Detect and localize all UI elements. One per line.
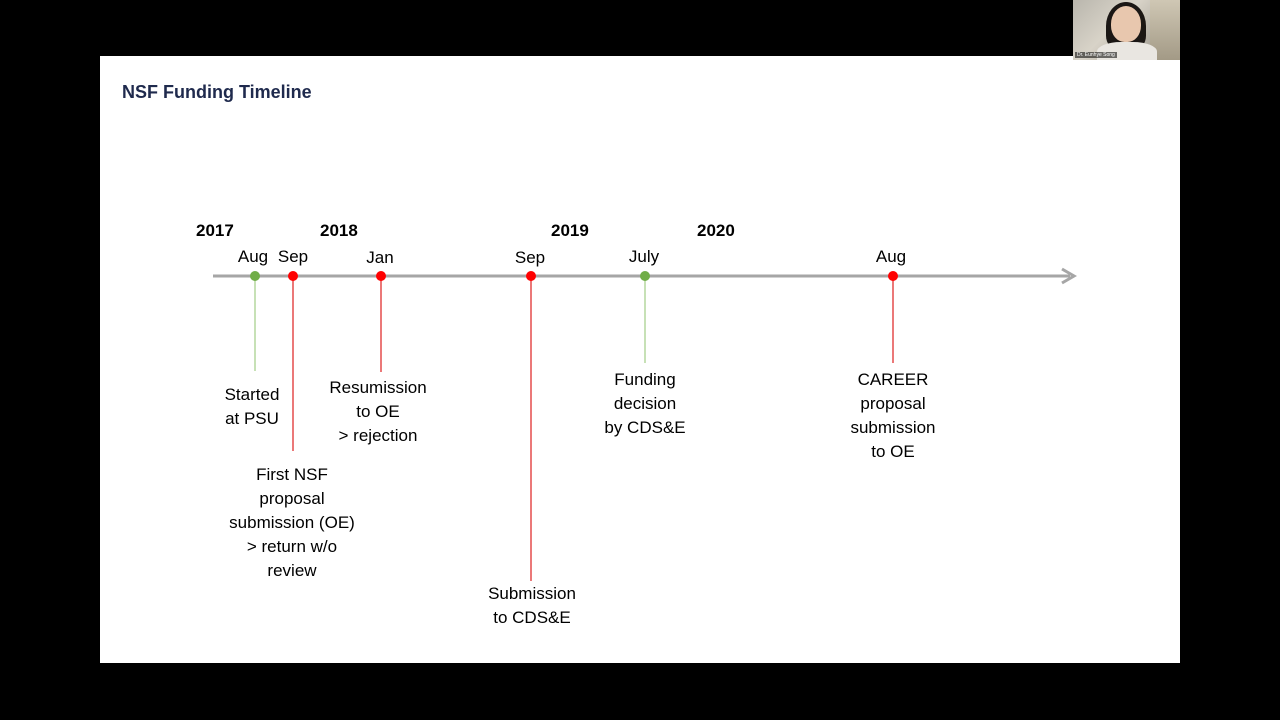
month-label: Sep: [514, 248, 546, 267]
year-label: 2019: [551, 221, 589, 240]
presentation-slide: NSF Funding Timeline 2017 2018 2019 2020…: [100, 56, 1180, 663]
participant-face: [1111, 6, 1141, 42]
timeline-milestone-dot: [640, 271, 650, 281]
year-label: 2020: [697, 221, 735, 240]
event-line: > return w/o: [246, 537, 338, 556]
event-line: proposal: [259, 489, 325, 508]
event-line: to OE: [356, 402, 400, 421]
event-line: Submission: [488, 584, 576, 603]
timeline-milestone-dot: [288, 271, 298, 281]
event-funding-decision: Funding decision by CDS&E: [604, 368, 685, 440]
event-line: decision: [613, 394, 677, 413]
month-label: Jan: [366, 248, 394, 267]
year-label: 2018: [320, 221, 358, 240]
event-line: submission (OE): [229, 513, 355, 532]
month-label: Aug: [875, 247, 907, 266]
event-line: review: [267, 561, 317, 580]
event-line: at PSU: [225, 409, 279, 428]
event-line: proposal: [860, 394, 926, 413]
event-line: submission: [850, 418, 936, 437]
event-submission-to-cdse: Submission to CDS&E: [488, 582, 576, 630]
month-label: Sep: [277, 247, 309, 266]
participant-name-label: Dr. Eunhye Song: [1075, 52, 1117, 58]
slide-title: NSF Funding Timeline: [122, 82, 312, 102]
event-line: > rejection: [338, 426, 418, 445]
timeline-arrowhead: [1061, 267, 1077, 285]
timeline-milestone-dot: [888, 271, 898, 281]
event-first-nsf-proposal: First NSF proposal submission (OE) > ret…: [229, 463, 355, 583]
timeline-milestone-dot: [376, 271, 386, 281]
event-resubmission-to-oe: Resumission to OE > rejection: [329, 376, 426, 448]
event-line: Funding: [614, 370, 676, 389]
event-started-at-psu: Started at PSU: [225, 383, 280, 431]
year-label: 2017: [196, 221, 234, 240]
timeline-milestone-dot: [526, 271, 536, 281]
participant-video-thumbnail[interactable]: Dr. Eunhye Song: [1073, 0, 1180, 60]
event-line: CAREER: [857, 370, 929, 389]
event-line: Started: [224, 385, 280, 404]
month-label: Aug: [237, 247, 269, 266]
event-line: First NSF: [256, 465, 328, 484]
event-line: Resumission: [329, 378, 427, 397]
event-line: to CDS&E: [493, 608, 571, 627]
event-line: to OE: [871, 442, 915, 461]
event-career-proposal: CAREER proposal submission to OE: [850, 368, 935, 464]
event-line: by CDS&E: [604, 418, 686, 437]
month-label: July: [628, 247, 660, 266]
timeline-graphic: [213, 267, 1077, 581]
timeline-milestone-dot: [250, 271, 260, 281]
